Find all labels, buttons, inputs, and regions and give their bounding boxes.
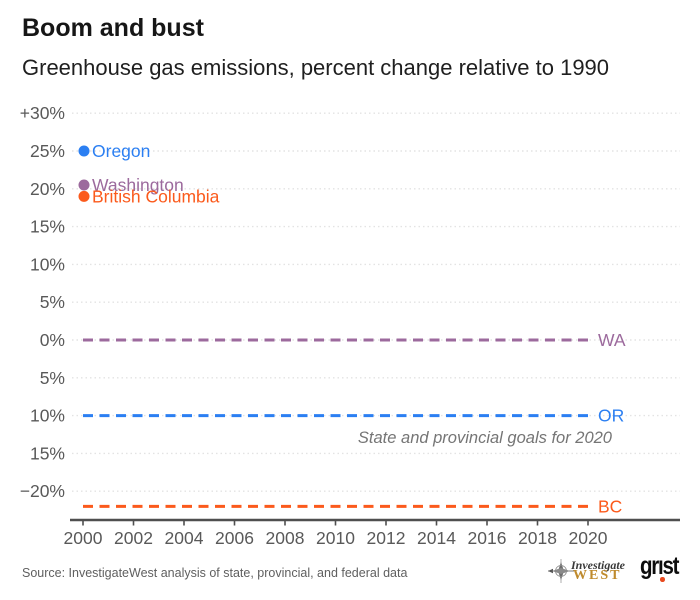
investigate-text: Investigate — [571, 558, 625, 572]
x-tick-label: 2016 — [468, 528, 507, 548]
y-tick-label: −20% — [20, 481, 65, 501]
y-tick-label: 20% — [30, 179, 65, 199]
goal-label-wa: WA — [598, 330, 626, 350]
annotation-goals-2020: State and provincial goals for 2020 — [358, 429, 613, 447]
y-tick-label: 25% — [30, 141, 65, 161]
x-tick-label: 2006 — [215, 528, 254, 548]
series-dot-wa — [78, 179, 90, 191]
grist-wordmark: grıst — [640, 552, 680, 580]
grist-logo: grıst — [640, 552, 690, 588]
series-dot-bc — [78, 190, 90, 202]
x-tick-label: 2010 — [316, 528, 355, 548]
y-tick-label: 5% — [40, 292, 65, 312]
y-tick-label: 10% — [30, 406, 65, 426]
investigatewest-wordmark: Investigate WEST — [571, 559, 625, 583]
x-tick-label: 2000 — [64, 528, 103, 548]
series-label-or: Oregon — [92, 141, 150, 161]
y-tick-label: +30% — [20, 103, 65, 123]
grist-red-dot-icon — [660, 577, 665, 582]
y-tick-label: 15% — [30, 443, 65, 463]
x-tick-label: 2012 — [367, 528, 406, 548]
series-label-bc: British Columbia — [92, 186, 220, 206]
y-tick-label: 15% — [30, 217, 65, 237]
y-tick-label: 0% — [40, 330, 65, 350]
page-title: Boom and bust — [22, 14, 204, 42]
goal-label-or: OR — [598, 406, 624, 426]
x-tick-label: 2018 — [518, 528, 557, 548]
y-tick-label: 10% — [30, 254, 65, 274]
x-tick-label: 2020 — [569, 528, 608, 548]
x-tick-label: 2014 — [417, 528, 456, 548]
goal-label-bc: BC — [598, 496, 622, 516]
x-tick-label: 2002 — [114, 528, 153, 548]
series-dot-or — [78, 145, 90, 157]
investigatewest-logo: Investigate WEST — [546, 556, 625, 586]
y-tick-label: 5% — [40, 368, 65, 388]
series-label-wa: Washington — [92, 175, 184, 195]
x-tick-label: 2004 — [165, 528, 204, 548]
page-subtitle: Greenhouse gas emissions, percent change… — [22, 55, 610, 80]
source-note: Source: InvestigateWest analysis of stat… — [22, 566, 408, 580]
x-tick-label: 2008 — [266, 528, 305, 548]
compass-icon — [548, 559, 574, 583]
west-text: WEST — [573, 568, 622, 583]
